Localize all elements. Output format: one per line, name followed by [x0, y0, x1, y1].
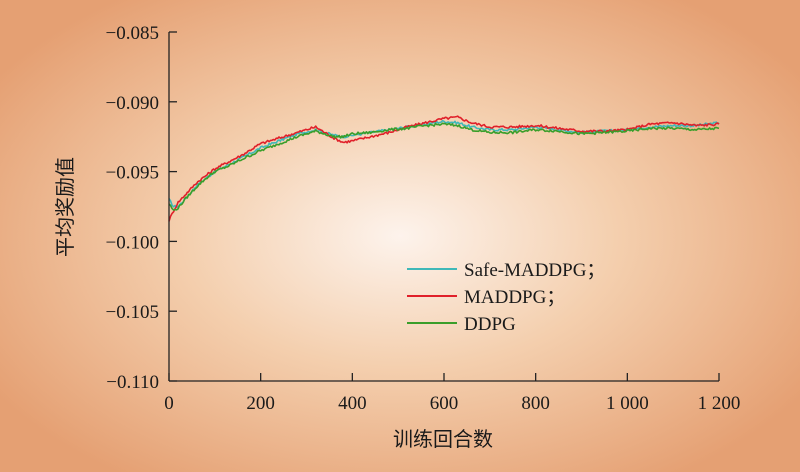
series-line-3 [168, 122, 720, 211]
x-axis-title: 训练回合数 [393, 427, 493, 451]
y-tick-label: −0.095 [106, 163, 159, 184]
x-tick-label: 400 [338, 393, 367, 414]
x-tick-label: 1 000 [606, 393, 649, 414]
x-tick-label: 600 [430, 393, 459, 414]
series-line-2 [168, 115, 720, 222]
x-tick-label: 0 [164, 393, 174, 414]
y-tick-label: −0.090 [106, 93, 159, 114]
y-axis-title: 平均奖励值 [53, 157, 77, 257]
plot-area [168, 115, 720, 222]
legend: Safe-MADDPG； MADDPG； DDPG [407, 260, 605, 335]
x-axis-ticks: 0 200 400 600 800 1 000 1 200 [164, 373, 740, 414]
series-line-1 [168, 119, 720, 209]
y-tick-label: −0.105 [106, 302, 159, 323]
legend-label-2: MADDPG； [464, 287, 565, 308]
x-tick-label: 800 [521, 393, 550, 414]
y-tick-label: −0.110 [106, 372, 159, 393]
legend-label-3: DDPG [464, 314, 516, 335]
x-tick-label: 200 [246, 393, 275, 414]
y-axis-ticks: −0.085 −0.090 −0.095 −0.100 −0.105 −0.110 [106, 23, 177, 393]
x-tick-label: 1 200 [698, 393, 741, 414]
y-tick-label: −0.085 [106, 23, 159, 44]
legend-label-1: Safe-MADDPG； [464, 260, 605, 281]
y-tick-label: −0.100 [106, 232, 159, 253]
